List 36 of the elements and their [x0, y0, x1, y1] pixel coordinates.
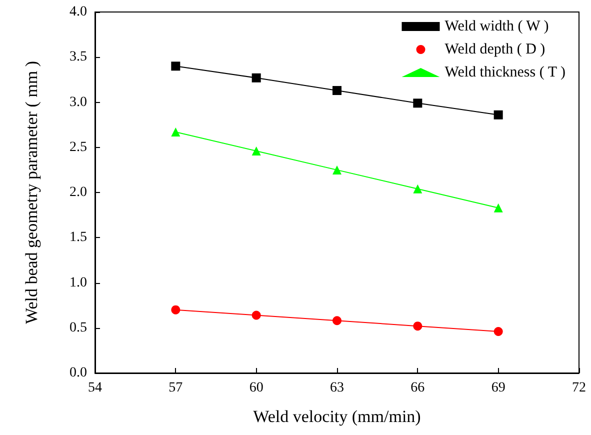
y-tick-label: 0.0: [70, 366, 87, 380]
point: [171, 305, 180, 314]
y-tick-label: 3.5: [70, 50, 87, 65]
y-tick-label: 0.5: [70, 320, 87, 336]
point: [252, 146, 261, 156]
y-axis-title: Weld bead geometry parameter ( mm ): [22, 61, 41, 324]
point: [413, 184, 422, 194]
x-tick-label: 60: [249, 380, 264, 396]
point: [332, 165, 342, 174]
x-tick-label: 72: [572, 380, 586, 396]
x-tick-label: 69: [491, 380, 506, 396]
legend-label: Weld thickness ( T ): [444, 64, 566, 80]
x-tick-label: 54: [88, 380, 102, 396]
point: [494, 326, 503, 336]
y-tick-label: 2.5: [70, 140, 87, 155]
point: [413, 98, 422, 108]
x-tick-label: 66: [410, 380, 425, 396]
y-tick-label: 2.0: [70, 185, 87, 200]
point: [494, 203, 503, 212]
y-tick-label: 3.0: [70, 94, 87, 110]
point: [252, 310, 261, 320]
point: [494, 110, 503, 120]
point: [332, 86, 342, 96]
point: [332, 316, 342, 326]
point: [413, 322, 422, 331]
x-tick-label: 63: [330, 380, 344, 396]
point: [171, 62, 180, 71]
y-tick-label: 1.5: [70, 230, 87, 246]
legend-label: Weld width ( W ): [444, 18, 549, 34]
legend-label: Weld depth ( D ): [444, 42, 546, 58]
y-tick-label: 4.0: [70, 4, 87, 20]
point: [252, 73, 261, 82]
x-tick-label: 57: [168, 380, 183, 396]
x-axis-title: Weld velocity (mm/min): [253, 407, 421, 426]
point: [171, 128, 180, 137]
y-tick-label: 1.0: [70, 275, 87, 290]
